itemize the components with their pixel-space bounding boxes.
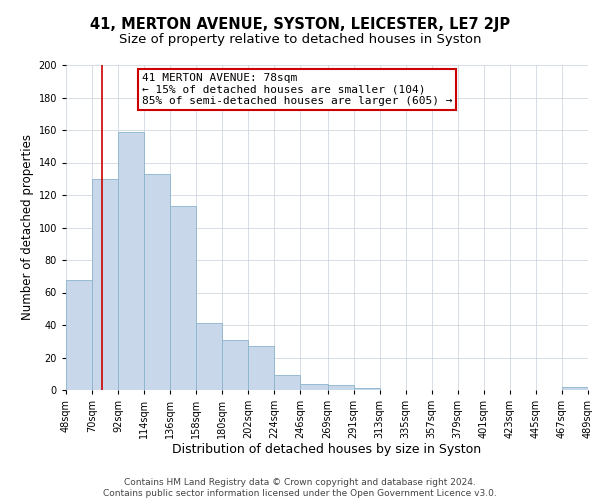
Text: 41 MERTON AVENUE: 78sqm
← 15% of detached houses are smaller (104)
85% of semi-d: 41 MERTON AVENUE: 78sqm ← 15% of detache…	[142, 73, 452, 106]
Bar	[144, 174, 170, 390]
Bar	[92, 179, 118, 390]
Bar	[170, 206, 196, 390]
X-axis label: Distribution of detached houses by size in Syston: Distribution of detached houses by size …	[172, 442, 482, 456]
Bar	[328, 385, 353, 390]
Y-axis label: Number of detached properties: Number of detached properties	[22, 134, 34, 320]
Bar	[196, 324, 222, 390]
Text: 41, MERTON AVENUE, SYSTON, LEICESTER, LE7 2JP: 41, MERTON AVENUE, SYSTON, LEICESTER, LE…	[90, 18, 510, 32]
Bar	[248, 346, 274, 390]
Bar	[353, 388, 380, 390]
Bar	[118, 132, 144, 390]
Bar	[274, 376, 301, 390]
Bar	[562, 387, 588, 390]
Text: Size of property relative to detached houses in Syston: Size of property relative to detached ho…	[119, 32, 481, 46]
Bar	[301, 384, 328, 390]
Bar	[222, 340, 248, 390]
Text: Contains HM Land Registry data © Crown copyright and database right 2024.
Contai: Contains HM Land Registry data © Crown c…	[103, 478, 497, 498]
Bar	[66, 280, 92, 390]
